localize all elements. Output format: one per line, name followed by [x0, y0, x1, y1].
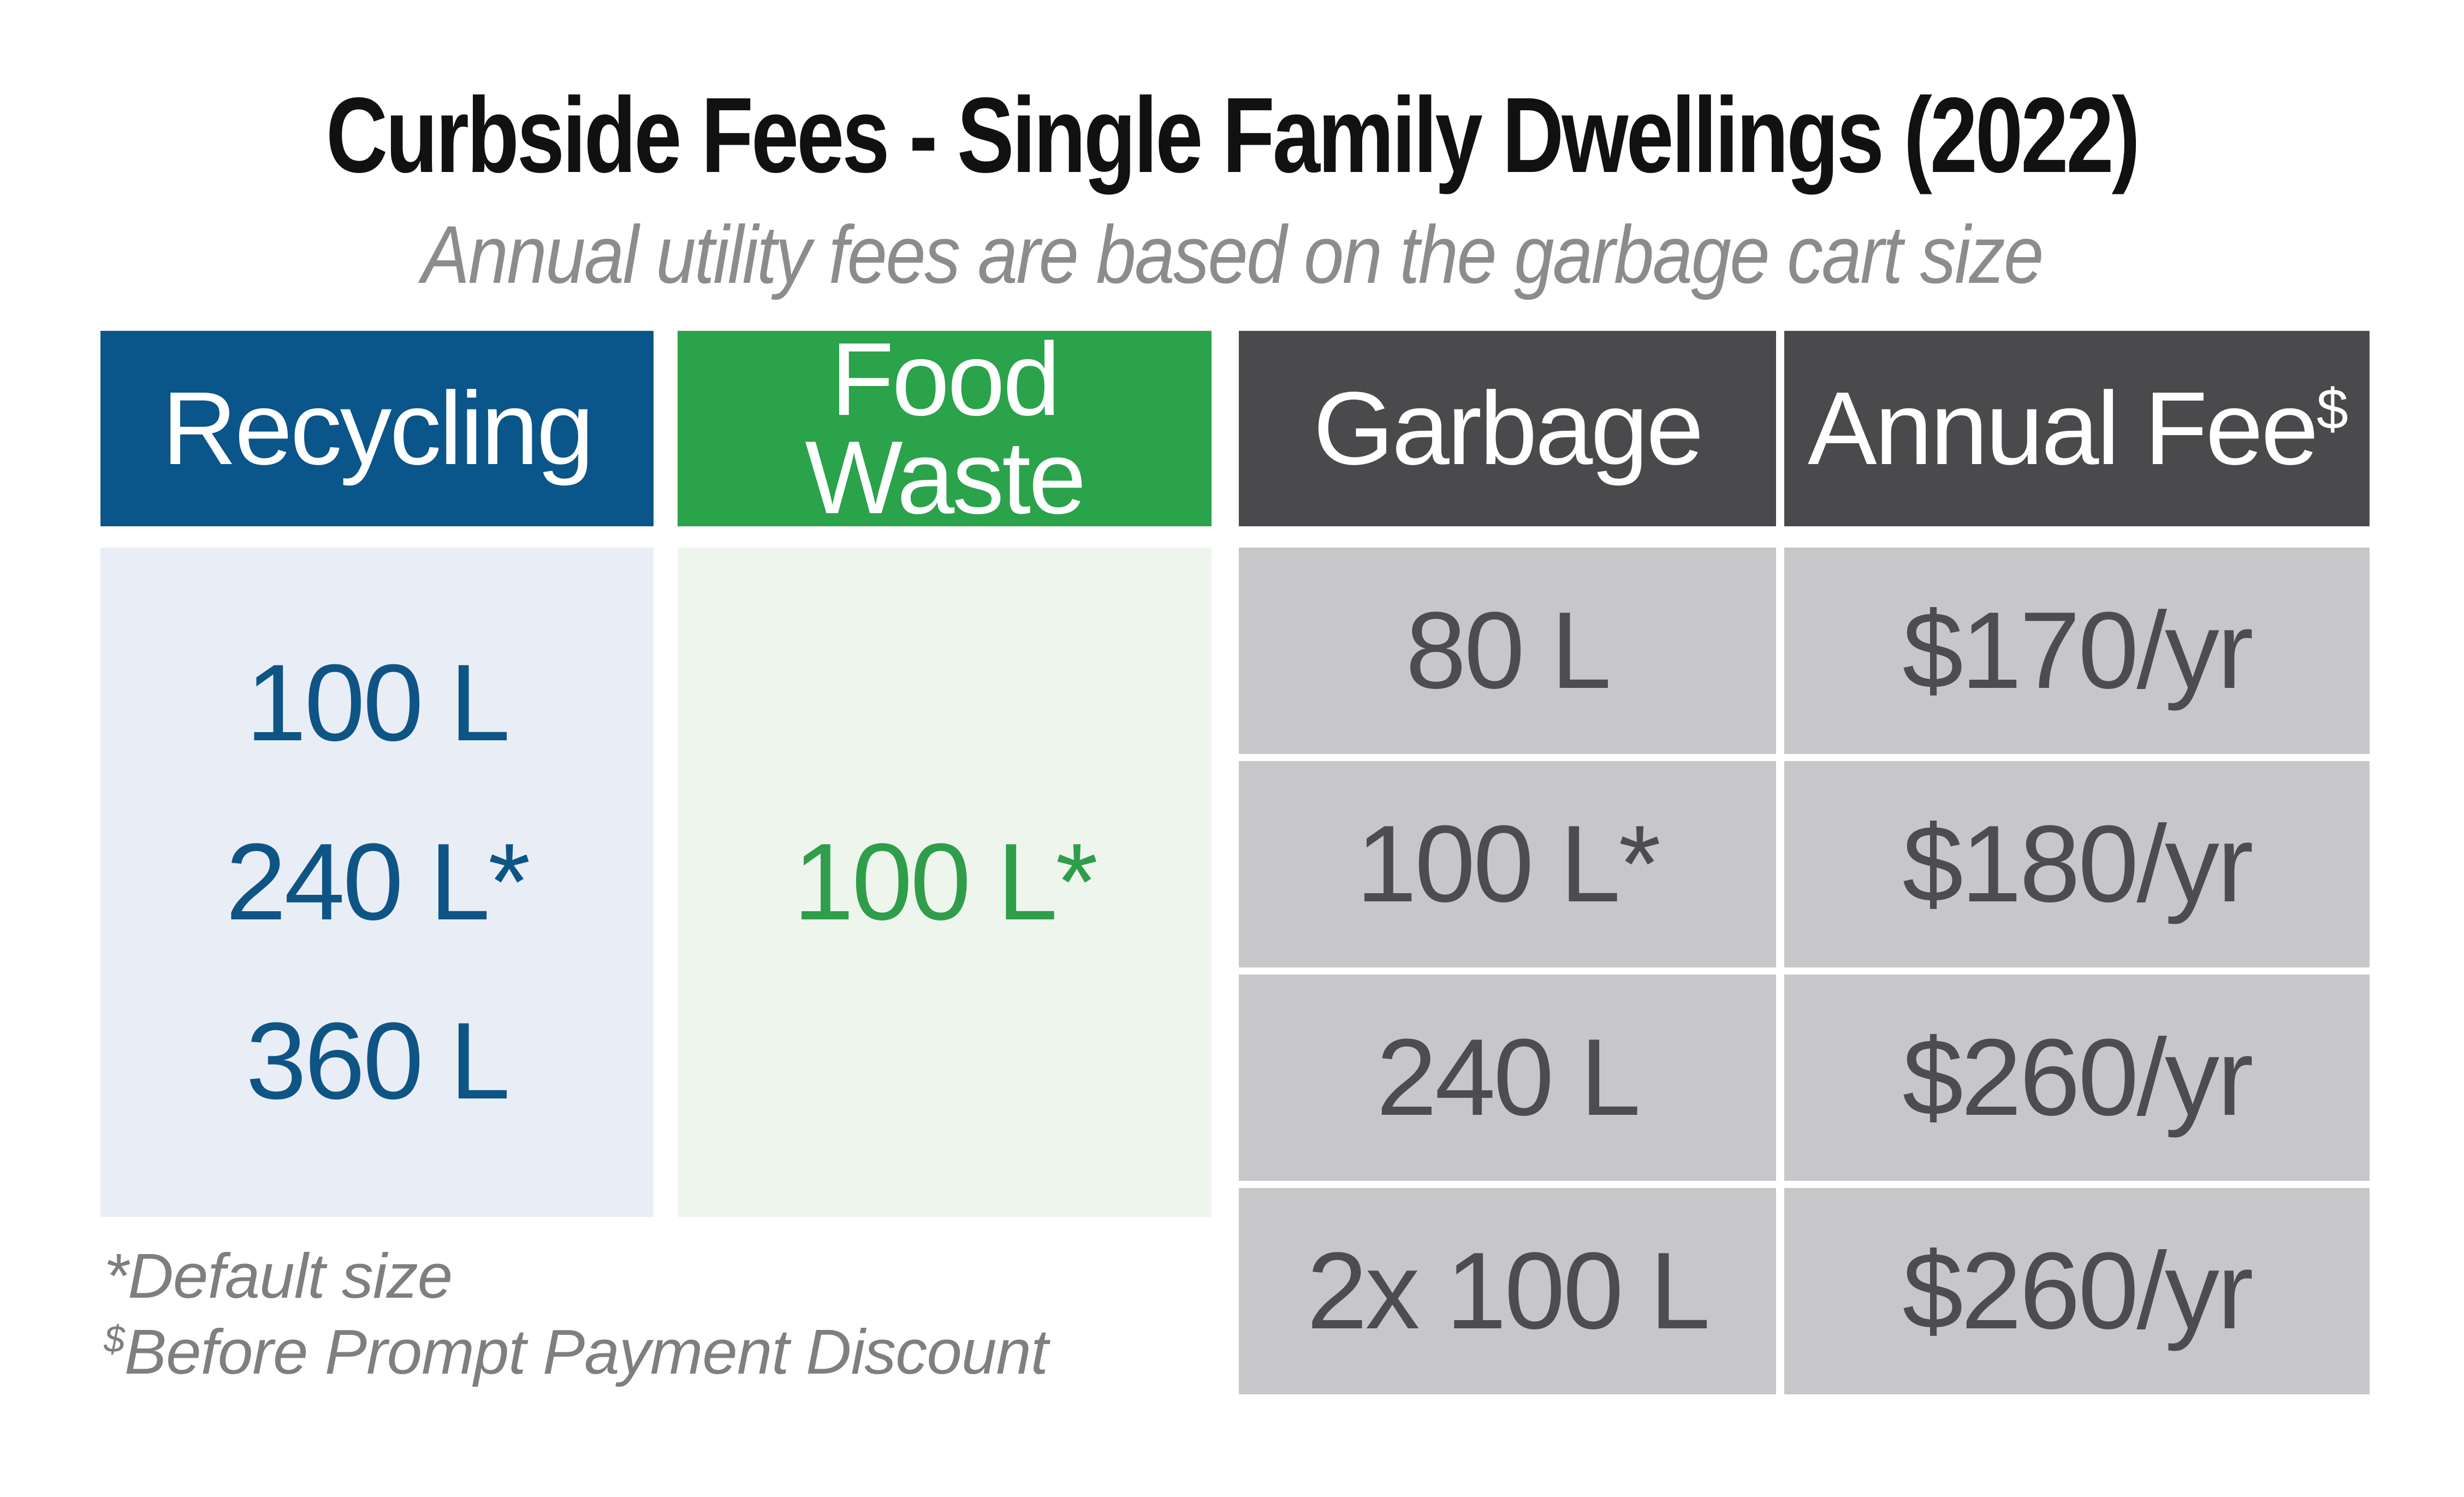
- footnotes: *Default size $Before Prompt Payment Dis…: [104, 1238, 1048, 1390]
- recycling-sizes-cell: 100 L 240 L* 360 L: [100, 548, 654, 1217]
- recycling-size-option: 360 L: [246, 1000, 510, 1122]
- footnote-asterisk-marker: *: [104, 1240, 128, 1311]
- footnote-prompt-payment: $Before Prompt Payment Discount: [104, 1314, 1048, 1390]
- column-header-food-waste: Food Waste: [678, 321, 1212, 536]
- column-header-food-waste-label: Food Waste: [805, 321, 1086, 536]
- footnote-prompt-payment-text: Before Prompt Payment Discount: [124, 1316, 1048, 1388]
- table-row-fee-cell: $170/yr: [1784, 548, 2370, 754]
- table-row-fee-cell: $180/yr: [1784, 761, 2370, 967]
- annual-fee-value: $260/yr: [1902, 1230, 2253, 1352]
- page-title: Curbside Fees - Single Family Dwellings …: [326, 75, 2140, 195]
- footnote-default-size: *Default size: [104, 1238, 1048, 1314]
- column-header-garbage-label: Garbage: [1313, 370, 1703, 486]
- column-header-garbage: Garbage: [1239, 331, 1776, 526]
- recycling-size-option: 240 L*: [225, 821, 530, 943]
- column-header-annual-fee: Annual Fee$: [1784, 331, 2370, 526]
- annual-fee-value: $180/yr: [1902, 803, 2253, 925]
- annual-fee-dollar-superscript: $: [2316, 377, 2348, 442]
- footnote-default-size-text: Default size: [128, 1240, 453, 1311]
- food-waste-size-value: 100 L*: [793, 821, 1098, 943]
- garbage-size-value: 80 L: [1405, 590, 1611, 711]
- garbage-size-value: 2x 100 L: [1307, 1230, 1710, 1352]
- annual-fee-value: $260/yr: [1902, 1017, 2253, 1138]
- annual-fee-label-text: Annual Fee: [1808, 370, 2319, 486]
- table-row-garbage-cell: 100 L*: [1239, 761, 1776, 967]
- food-waste-size-cell: 100 L*: [678, 548, 1212, 1217]
- page-subtitle: Annual utility fees are based on the gar…: [421, 209, 2044, 300]
- table-row-fee-cell: $260/yr: [1784, 975, 2370, 1181]
- column-header-annual-fee-label: Annual Fee$: [1808, 377, 2348, 480]
- table-row-garbage-cell: 240 L: [1239, 975, 1776, 1181]
- column-header-recycling-label: Recycling: [162, 370, 595, 486]
- table-row-fee-cell: $260/yr: [1784, 1188, 2370, 1394]
- recycling-size-option: 100 L: [246, 642, 510, 764]
- annual-fee-value: $170/yr: [1902, 590, 2253, 711]
- garbage-size-value: 240 L: [1376, 1017, 1641, 1138]
- footnote-dollar-marker: $: [104, 1317, 125, 1361]
- table-row-garbage-cell: 2x 100 L: [1239, 1188, 1776, 1394]
- table-row-garbage-cell: 80 L: [1239, 548, 1776, 754]
- column-header-recycling: Recycling: [100, 331, 654, 526]
- garbage-size-value: 100 L*: [1356, 803, 1661, 925]
